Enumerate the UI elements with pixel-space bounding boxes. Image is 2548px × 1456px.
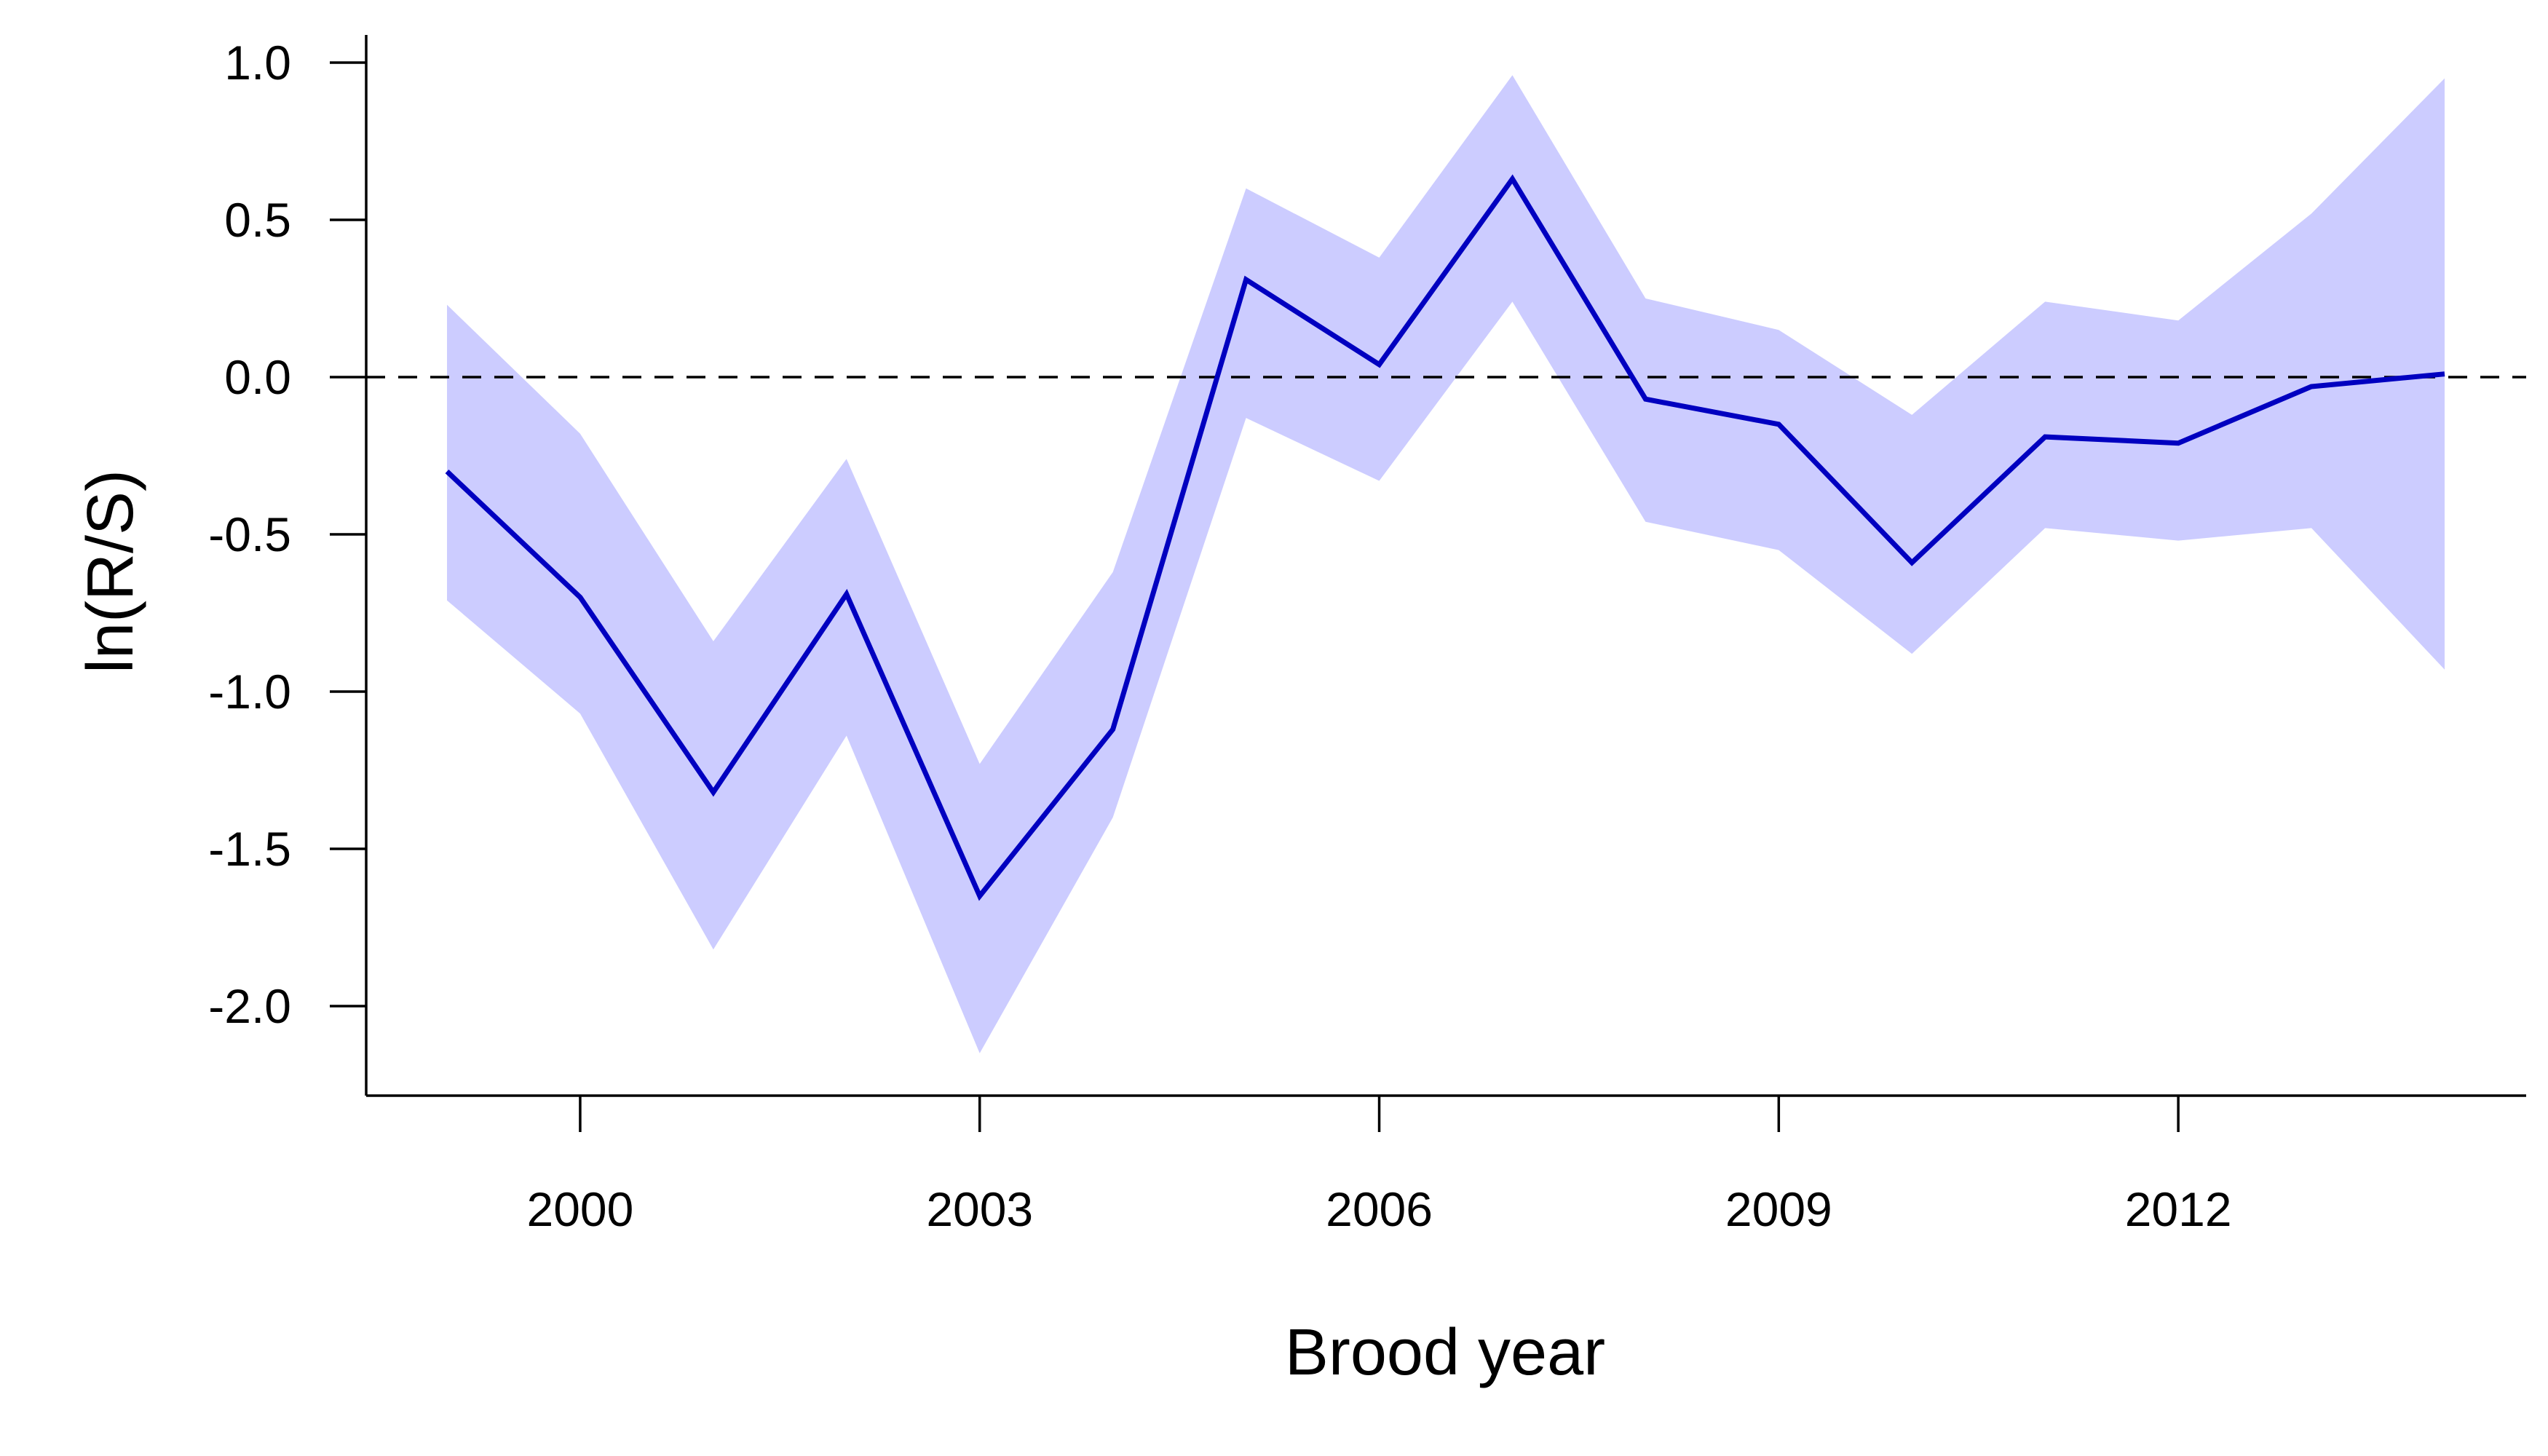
x-axis-title: Brood year <box>1285 1316 1605 1389</box>
y-tick-label: -1.0 <box>208 665 291 719</box>
axes: 1.0 0.5 0.0 -0.5 -1.0 -1.5 -2.0 2000 2003 2006 200… <box>208 35 2526 1236</box>
x-tick-label: 2003 <box>926 1182 1033 1236</box>
y-tick-label: -1.5 <box>208 822 291 876</box>
y-tick-label: -2.0 <box>208 979 291 1033</box>
y-tick-label: -0.5 <box>208 507 291 561</box>
confidence-band <box>447 75 2445 1053</box>
x-tick-label: 2012 <box>2125 1182 2232 1236</box>
series-line-layer <box>445 174 2445 901</box>
x-tick-label: 2006 <box>1326 1182 1433 1236</box>
axis-titles: Brood year ln(R/S) <box>74 470 1605 1389</box>
y-tick-label: 0.5 <box>224 193 291 247</box>
y-tick-label: 0.0 <box>224 350 291 404</box>
confidence-band-layer <box>447 75 2445 1053</box>
x-tick-label: 2000 <box>527 1182 634 1236</box>
y-axis-title: ln(R/S) <box>74 470 147 673</box>
series-line <box>445 174 2445 901</box>
x-tick-label: 2009 <box>1725 1182 1832 1236</box>
y-tick-label: 1.0 <box>224 36 291 90</box>
